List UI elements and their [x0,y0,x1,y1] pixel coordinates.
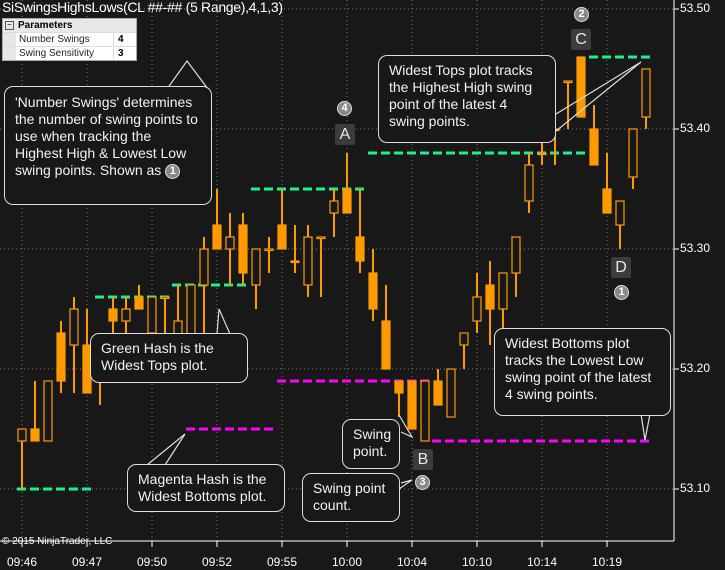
swing-label-c: C [571,29,591,50]
swing-count-1-icon: 1 [614,285,629,300]
chart-axes [0,0,675,542]
callout-swing-point: Swing point. [342,419,400,469]
parameters-header[interactable]: − Parameters [3,19,136,32]
indicator-title: SiSwingsHighsLows(CL ##-## (5 Range),4,1… [2,0,283,15]
row-gutter [3,47,16,60]
swing-count-3-icon: 3 [415,475,430,490]
callout-number-swings: 'Number Swings' determines the number of… [4,86,212,205]
y-tick-label: 53.50 [680,1,711,15]
x-tick-label: 10:10 [461,555,493,569]
param-key: Number Swings [16,33,114,46]
x-tick-label: 10:04 [396,555,428,569]
y-tick-label: 53.10 [680,481,711,495]
copyright-label: © 2015 NinjaTrader, LLC [2,536,113,547]
row-gutter [3,33,16,46]
candlesticks [17,56,651,489]
param-key: Swing Sensitivity [16,47,114,60]
callout-widest-bottoms: Widest Bottoms plot tracks the Lowest Lo… [494,328,671,416]
param-row-swing-sensitivity[interactable]: Swing Sensitivity 3 [3,46,136,60]
x-tick-label: 09:50 [136,555,168,569]
callout-text: 'Number Swings' determines the number of… [15,94,198,178]
param-value[interactable]: 4 [118,34,124,45]
swing-label-b: B [413,449,433,470]
callout-widest-tops: Widest Tops plot tracks the Highest High… [378,55,556,143]
callout-text: Green Hash is the Widest Tops plot. [101,340,214,373]
callout-magenta-hash: Magenta Hash is the Widest Bottoms plot. [127,464,285,512]
x-tick-label: 10:19 [591,555,623,569]
param-value[interactable]: 3 [118,48,124,59]
callout-text: Magenta Hash is the Widest Bottoms plot. [138,471,267,504]
y-tick-label: 53.20 [680,361,711,375]
x-tick-label: 09:47 [71,555,103,569]
callout-text: Widest Tops plot tracks the Highest High… [389,62,533,129]
collapse-icon[interactable]: − [5,21,14,30]
y-tick-label: 53.30 [680,241,711,255]
swing-count-2-icon: 2 [574,7,589,22]
x-tick-label: 09:52 [201,555,233,569]
swing-label-a: A [335,124,355,145]
callout-green-hash: Green Hash is the Widest Tops plot. [90,333,248,383]
swing-count-4-icon: 4 [337,101,352,116]
param-row-number-swings[interactable]: Number Swings 4 [3,32,136,46]
callout-text: Widest Bottoms plot tracks the Lowest Lo… [505,335,652,402]
callout-pointers [146,59,651,490]
x-tick-label: 09:46 [6,555,38,569]
parameters-panel[interactable]: − Parameters Number Swings 4 Swing Sensi… [2,18,137,61]
x-tick-label: 10:00 [331,555,363,569]
swing-label-d: D [611,257,631,278]
callout-swing-count: Swing point count. [302,473,400,522]
x-tick-label: 10:14 [526,555,558,569]
x-tick-label: 09:55 [266,555,298,569]
swing-count-circle-icon: 1 [165,163,181,179]
callout-text: Swing point count. [313,480,386,513]
callout-text: Swing point. [353,426,392,459]
parameters-header-label: Parameters [18,20,73,31]
y-tick-label: 53.40 [680,121,711,135]
